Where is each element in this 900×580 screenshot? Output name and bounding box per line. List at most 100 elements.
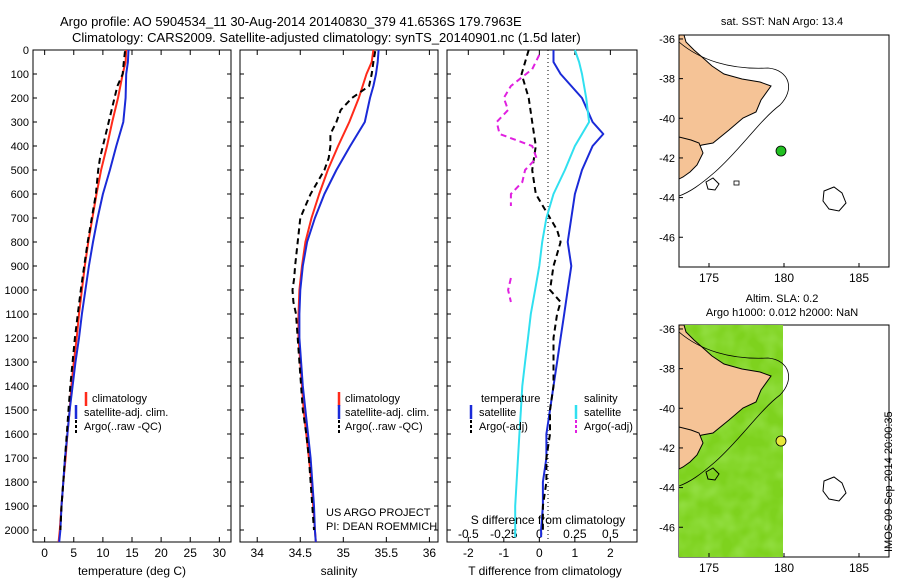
legend-argo: Argo(..raw -QC) xyxy=(345,421,423,433)
x-tick-label: -1 xyxy=(498,546,509,560)
small-island-2 xyxy=(733,180,740,186)
x-tick-label: 10 xyxy=(96,546,110,560)
temperature-xlabel: temperature (deg C) xyxy=(78,564,186,578)
sla-map-title-line1: Altim. SLA: 0.2 xyxy=(746,293,819,305)
map-y-tick-label: -40 xyxy=(659,403,675,415)
series-line-argo-raw-qc xyxy=(59,51,126,531)
y-tick-label: 1400 xyxy=(5,381,29,393)
series-line-argo-raw-qc xyxy=(291,51,377,531)
x-tick-label: 2 xyxy=(607,546,614,560)
isobath-line xyxy=(679,331,789,487)
y-tick-label: 1300 xyxy=(5,357,29,369)
map-y-tick-label: -42 xyxy=(659,153,675,165)
float-position-marker xyxy=(775,435,787,447)
south-island-land xyxy=(679,136,704,180)
map-y-tick-label: -38 xyxy=(659,74,675,86)
map-x-tick-label: 185 xyxy=(849,271,869,285)
s-tick-label: -0.5 xyxy=(458,527,479,541)
map-x-tick-label: 180 xyxy=(774,271,794,285)
y-tick-label: 2000 xyxy=(5,525,29,537)
x-tick-label: 34.5 xyxy=(289,546,313,560)
map-y-tick-label: -46 xyxy=(659,522,675,534)
s-tick-label: -0.25 xyxy=(490,527,518,541)
y-tick-label: 1600 xyxy=(5,429,29,441)
map-x-tick-label: 185 xyxy=(849,561,869,575)
y-tick-label: 100 xyxy=(11,69,29,81)
s-tick-label: 0.5 xyxy=(602,527,619,541)
small-island-1 xyxy=(705,177,720,191)
y-tick-label: 1500 xyxy=(5,405,29,417)
map-y-tick-label: -38 xyxy=(659,364,675,376)
legend-t-argo: Argo(-adj) xyxy=(479,421,528,433)
chatham-islands xyxy=(822,476,847,502)
legend-satellite-adj: satellite-adj. clim. xyxy=(84,407,168,419)
isobath-line xyxy=(679,41,789,197)
map-y-tick-label: -44 xyxy=(659,483,675,495)
x-tick-label: 5 xyxy=(70,546,77,560)
x-tick-label: 34 xyxy=(251,546,265,560)
y-tick-label: 1900 xyxy=(5,501,29,513)
legend-salinity-title: salinity xyxy=(584,393,618,405)
x-tick-label: 20 xyxy=(154,546,168,560)
legend-climatology: climatology xyxy=(92,393,148,405)
legend-satellite-adj: satellite-adj. clim. xyxy=(345,407,429,419)
y-tick-label: 800 xyxy=(11,237,29,249)
map-y-tick-label: -46 xyxy=(659,232,675,244)
s-tick-label: 0.25 xyxy=(563,527,587,541)
y-tick-label: 700 xyxy=(11,213,29,225)
y-tick-label: 1700 xyxy=(5,453,29,465)
series-line-argo-s-diff-deep xyxy=(507,277,512,303)
y-tick-label: 900 xyxy=(11,261,29,273)
y-tick-label: 0 xyxy=(23,45,29,57)
legend-s-argo: Argo(-adj) xyxy=(584,421,633,433)
s-difference-xlabel: S difference from climatology xyxy=(471,513,626,527)
x-tick-label: 1 xyxy=(572,546,579,560)
difference-panel: -2 -1 0 1 2 -0.5 -0.25 0 0.25 0.5 xyxy=(446,49,638,560)
x-tick-label: 25 xyxy=(184,546,198,560)
series-line-satellite-s-diff xyxy=(514,49,591,538)
sla-map: Altim. SLA: 0.2 Argo h1000: 0.012 h2000:… xyxy=(678,293,890,558)
map-y-tick-label: -44 xyxy=(659,193,675,205)
legend-argo: Argo(..raw -QC) xyxy=(84,421,162,433)
y-tick-label: 1200 xyxy=(5,333,29,345)
x-tick-label: 35.5 xyxy=(375,546,399,560)
map-y-tick-label: -36 xyxy=(659,34,675,46)
salinity-legend: climatology satellite-adj. clim. Argo(..… xyxy=(337,392,429,434)
series-line-argo-t-diff xyxy=(520,49,562,530)
sla-map-title-line2: Argo h1000: 0.012 h2000: NaN xyxy=(706,307,858,319)
map-x-tick-label: 175 xyxy=(699,561,719,575)
x-tick-label: 15 xyxy=(125,546,139,560)
difference-legend: temperature satellite Argo(-adj) salinit… xyxy=(469,393,633,434)
float-position-marker xyxy=(775,145,787,157)
legend-temperature-title: temperature xyxy=(481,393,540,405)
y-tick-label: 1800 xyxy=(5,477,29,489)
x-tick-label: 35 xyxy=(337,546,351,560)
salinity-xlabel: salinity xyxy=(321,564,358,578)
series-line-satellite-adj-clim xyxy=(298,49,380,543)
x-tick-label: 30 xyxy=(213,546,227,560)
y-tick-label: 500 xyxy=(11,165,29,177)
y-tick-label: 1000 xyxy=(5,285,29,297)
credit-line1: US ARGO PROJECT xyxy=(326,507,431,519)
sst-map-title: sat. SST: NaN Argo: 13.4 xyxy=(721,16,843,28)
figure-title-line2: Climatology: CARS2009. Satellite-adjuste… xyxy=(72,30,581,45)
y-tick-label: 600 xyxy=(11,189,29,201)
map-x-tick-label: 180 xyxy=(774,561,794,575)
x-tick-label: 0 xyxy=(536,546,543,560)
s-tick-label: 0 xyxy=(536,527,543,541)
t-difference-xlabel: T difference from climatology xyxy=(468,564,622,578)
map-y-tick-label: -40 xyxy=(659,113,675,125)
temperature-legend: climatology satellite-adj. clim. Argo(..… xyxy=(74,392,168,434)
map-y-tick-label: -36 xyxy=(659,324,675,336)
legend-climatology: climatology xyxy=(345,393,401,405)
map-x-tick-label: 175 xyxy=(699,271,719,285)
figure-title-line1: Argo profile: AO 5904534_11 30-Aug-2014 … xyxy=(60,14,522,29)
salinity-panel: 34 34.5 35 35.5 36 xyxy=(239,49,439,560)
y-tick-label: 300 xyxy=(11,117,29,129)
credit-line2: PI: DEAN ROEMMICH xyxy=(326,521,437,533)
chatham-islands xyxy=(822,186,847,212)
legend-t-satellite: satellite xyxy=(479,407,516,419)
small-island-1 xyxy=(705,467,720,481)
y-tick-label: 400 xyxy=(11,141,29,153)
